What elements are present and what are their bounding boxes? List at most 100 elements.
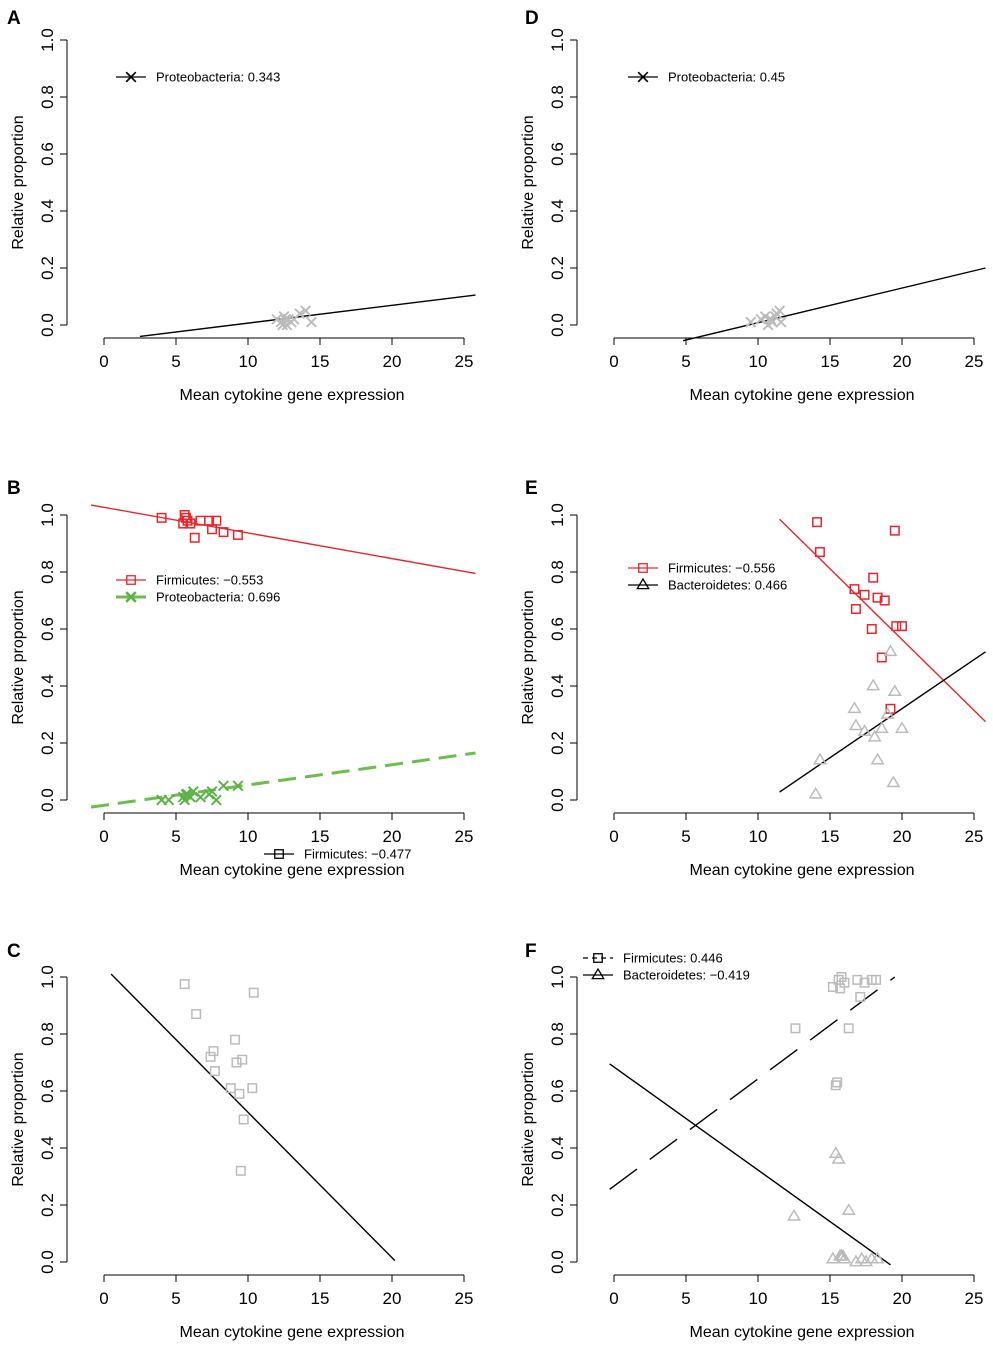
data-point bbox=[232, 529, 243, 540]
data-point bbox=[191, 1009, 202, 1020]
legend: Firmicutes: −0.556 Bacteroidetes: 0.466 bbox=[628, 561, 787, 593]
y-tick-label: 0.2 bbox=[548, 1193, 567, 1217]
data-point bbox=[279, 313, 291, 325]
legend: Firmicutes: −0.553 Proteobacteria: 0.696 bbox=[116, 573, 280, 605]
data-point bbox=[234, 1088, 245, 1099]
x-tick-label: 15 bbox=[311, 1289, 330, 1308]
data-point bbox=[874, 721, 889, 734]
fit-line-bacteroidetes bbox=[779, 651, 986, 793]
panel-label: E bbox=[525, 478, 538, 499]
data-point bbox=[871, 974, 882, 985]
data-point bbox=[868, 572, 879, 583]
y-tick-label: 0.4 bbox=[548, 1136, 567, 1160]
legend-label: Firmicutes: −0.477 bbox=[304, 847, 411, 862]
y-axis-title: Relative proportion bbox=[10, 115, 27, 249]
y-tick-label: 0.0 bbox=[548, 788, 567, 812]
legend-marker bbox=[636, 577, 650, 590]
data-point bbox=[843, 1023, 854, 1034]
y-axis: 0.0 0.2 0.4 0.6 0.8 1.0 Relative proportion bbox=[520, 965, 578, 1274]
legend-marker bbox=[593, 953, 603, 963]
x-tick-label: 5 bbox=[681, 352, 690, 371]
series-bacteroidetes bbox=[786, 1146, 885, 1267]
legend-label: Proteobacteria: 0.696 bbox=[156, 590, 280, 605]
panel-label: A bbox=[7, 8, 21, 29]
x-axis: 0 5 10 15 20 25 Mean cytokine gene expression bbox=[609, 812, 984, 879]
data-point bbox=[208, 1046, 219, 1057]
data-point bbox=[850, 604, 861, 615]
x-tick-label: 25 bbox=[965, 352, 984, 371]
data-point bbox=[880, 707, 895, 719]
x-tick-label: 15 bbox=[311, 827, 330, 846]
legend-marker bbox=[638, 563, 648, 573]
y-axis-title: Relative proportion bbox=[10, 1052, 27, 1186]
data-point bbox=[187, 785, 199, 797]
data-point bbox=[867, 729, 882, 742]
x-tick-label: 25 bbox=[965, 827, 984, 846]
series-proteobacteria bbox=[156, 780, 244, 806]
data-point bbox=[827, 981, 838, 992]
data-point bbox=[156, 512, 167, 523]
panel-b: B 0 5 10 15 20 25 Mean cytokine gene expression… bbox=[7, 478, 476, 879]
panel-e: E 0 5 10 15 20 25 Mean cytokine gene expression… bbox=[520, 478, 987, 879]
fit-line-proteobacteria bbox=[90, 751, 476, 809]
x-tick-label: 0 bbox=[609, 827, 618, 846]
y-tick-label: 0.6 bbox=[38, 142, 57, 166]
panel-a: A 0 5 10 15 20 25 Mean cytokine gene expression… bbox=[7, 8, 476, 404]
data-point bbox=[194, 791, 206, 803]
x-tick-label: 20 bbox=[893, 352, 912, 371]
data-point bbox=[847, 701, 862, 714]
data-point bbox=[879, 595, 890, 606]
fit-line-proteobacteria bbox=[139, 294, 476, 338]
x-tick-label: 20 bbox=[893, 827, 912, 846]
data-point bbox=[232, 780, 244, 792]
y-axis: 0.0 0.2 0.4 0.6 0.8 1.0 Relative proportion bbox=[10, 965, 68, 1274]
legend-marker bbox=[637, 71, 649, 83]
legend-label: Firmicutes: 0.446 bbox=[623, 951, 723, 966]
data-point bbox=[248, 987, 259, 998]
x-axis: 0 5 10 15 20 25 Mean cytokine gene expression bbox=[99, 1274, 473, 1341]
data-point bbox=[179, 510, 190, 520]
y-axis: 0.0 0.2 0.4 0.6 0.8 1.0 Relative proportion bbox=[520, 503, 578, 812]
y-tick-label: 0.6 bbox=[548, 142, 567, 166]
y-tick-label: 0.4 bbox=[548, 674, 567, 698]
legend-label: Firmicutes: −0.553 bbox=[156, 573, 263, 588]
data-point bbox=[300, 305, 312, 317]
y-tick-label: 0.6 bbox=[548, 1079, 567, 1103]
y-axis-title: Relative proportion bbox=[520, 1052, 537, 1186]
x-tick-label: 25 bbox=[965, 1289, 984, 1308]
panel-label: F bbox=[525, 941, 537, 962]
data-point bbox=[235, 1165, 246, 1176]
data-point bbox=[839, 977, 850, 988]
x-tick-label: 15 bbox=[821, 827, 840, 846]
data-point bbox=[790, 1023, 801, 1034]
legend-label: Firmicutes: −0.556 bbox=[668, 561, 775, 576]
data-point bbox=[848, 1254, 863, 1267]
data-point bbox=[855, 991, 866, 1002]
x-axis: 0 5 10 15 20 25 Mean cytokine gene expression bbox=[99, 337, 473, 404]
x-axis-title: Mean cytokine gene expression bbox=[689, 1324, 914, 1341]
y-tick-label: 0.4 bbox=[548, 199, 567, 223]
legend-marker bbox=[274, 849, 284, 859]
x-axis: 0 5 10 15 20 25 Mean cytokine gene expression bbox=[609, 1274, 984, 1341]
x-axis: 0 5 10 15 20 25 Mean cytokine gene expression bbox=[609, 337, 984, 404]
x-tick-label: 5 bbox=[171, 827, 180, 846]
data-point bbox=[277, 319, 289, 331]
legend-label: Proteobacteria: 0.45 bbox=[668, 70, 785, 85]
legend: Proteobacteria: 0.343 bbox=[116, 70, 280, 85]
legend-marker bbox=[591, 967, 605, 980]
data-point bbox=[812, 517, 823, 528]
data-point bbox=[886, 775, 901, 788]
y-tick-label: 0.8 bbox=[548, 560, 567, 584]
y-tick-label: 0.0 bbox=[38, 788, 57, 812]
y-tick-label: 0.6 bbox=[38, 617, 57, 641]
panel-f: F 0 5 10 15 20 25 Mean cytokine gene expression… bbox=[520, 941, 983, 1341]
data-point bbox=[857, 724, 872, 736]
data-point bbox=[859, 589, 870, 600]
y-axis-title: Relative proportion bbox=[520, 590, 537, 724]
series-firmicutes bbox=[790, 972, 882, 1091]
x-tick-label: 5 bbox=[171, 352, 180, 371]
x-tick-label: 10 bbox=[239, 352, 258, 371]
y-tick-label: 1.0 bbox=[548, 503, 567, 527]
series-firmicutes bbox=[812, 517, 907, 714]
